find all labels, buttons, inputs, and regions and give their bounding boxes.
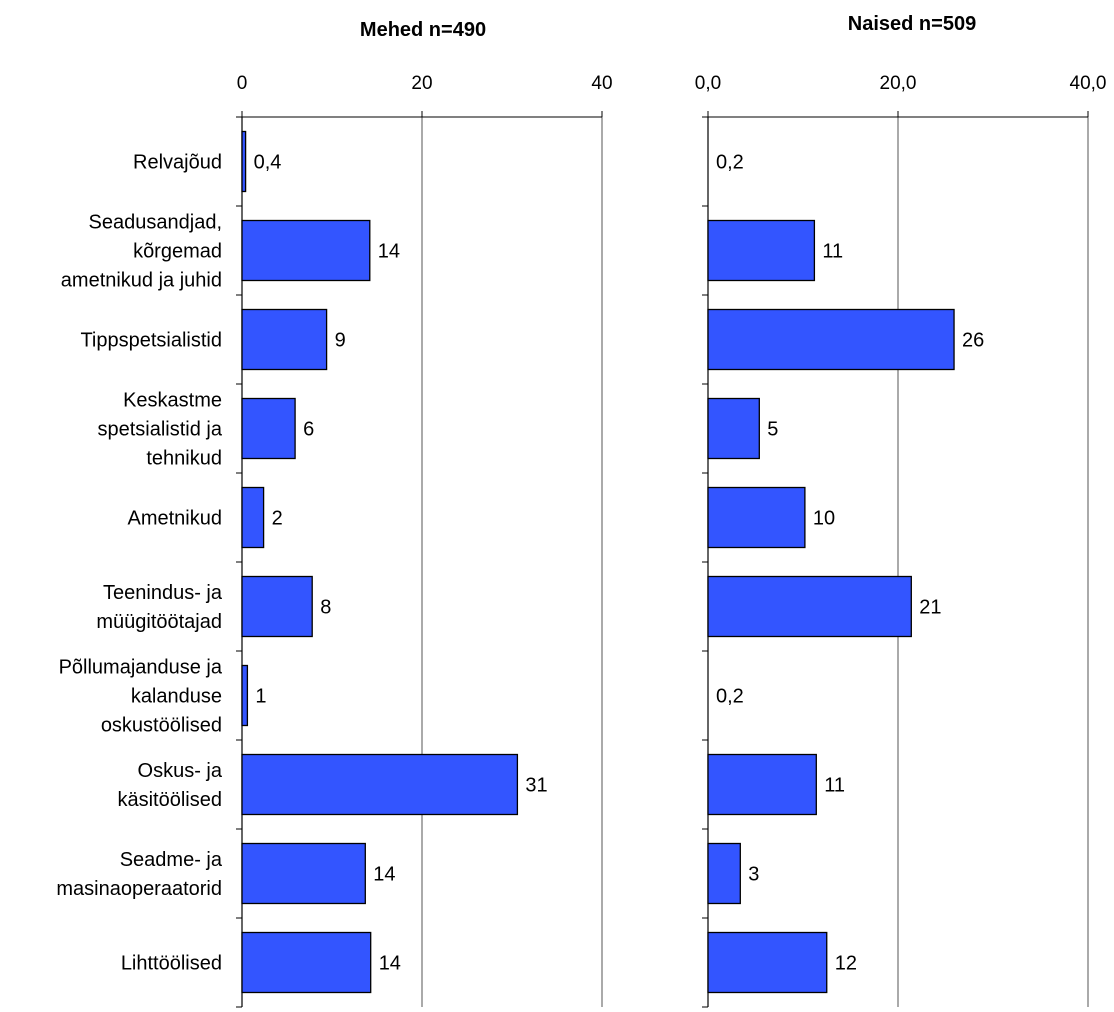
bar <box>707 575 912 638</box>
category-label: Oskus- ja käsitöölised <box>117 760 222 811</box>
category-label-line: kalanduse <box>131 686 222 708</box>
category-label: Tippspetsialistid <box>80 330 222 352</box>
bar <box>707 753 817 816</box>
category-label-line: oskustöölised <box>101 715 222 737</box>
bar <box>241 931 372 994</box>
bar <box>241 397 296 460</box>
category-label-line: Põllumajanduse ja <box>59 657 223 679</box>
category-label-line: Keskastme <box>123 390 222 412</box>
bar <box>707 486 806 549</box>
category-label-line: Oskus- ja <box>138 760 223 782</box>
bar <box>241 664 249 727</box>
category-label: Lihttöölised <box>121 953 222 975</box>
data-label: 2 <box>272 508 283 530</box>
data-label: 31 <box>525 775 547 797</box>
data-label: 3 <box>748 864 759 886</box>
category-label-line: Ametnikud <box>128 508 223 530</box>
bar <box>241 575 313 638</box>
category-label-line: käsitöölised <box>117 789 222 811</box>
category-label-line: spetsialistid ja <box>97 419 222 441</box>
data-label: 1 <box>255 686 266 708</box>
category-label-line: Seadusandjad, <box>89 212 222 234</box>
data-label: 6 <box>303 419 314 441</box>
data-label: 26 <box>962 330 984 352</box>
bar <box>241 753 519 816</box>
category-label-line: Tippspetsialistid <box>80 330 222 352</box>
chart-title: Naised n=509 <box>848 13 976 35</box>
data-label: 14 <box>379 953 401 975</box>
x-tick-label: 20,0 <box>880 73 917 94</box>
data-label: 5 <box>767 419 778 441</box>
bar <box>241 308 328 371</box>
category-label-line: Lihttöölised <box>121 953 222 975</box>
bar <box>707 219 816 282</box>
data-label: 0,2 <box>716 152 744 174</box>
bar <box>241 130 247 193</box>
x-tick-label: 20 <box>411 73 432 94</box>
bar <box>707 308 955 371</box>
data-label: 0,4 <box>254 152 282 174</box>
category-label: Seadusandjad, kõrgemad ametnikud ja juhid <box>61 212 222 292</box>
category-label-line: Seadme- ja <box>120 849 223 871</box>
bar <box>707 931 828 994</box>
chart-panel-naised: Naised n=509 0,0 20,0 40,0 0,2 11 26 5 10 21 0,2 11… <box>695 13 1107 1008</box>
category-label-line: ametnikud ja juhid <box>61 270 222 292</box>
bar <box>707 842 741 905</box>
category-label-line: Relvajõud <box>133 152 222 174</box>
bar <box>241 486 265 549</box>
x-tick-label: 40 <box>591 73 612 94</box>
category-label-line: müügitöötajad <box>96 611 222 633</box>
category-label: Relvajõud <box>133 152 222 174</box>
data-label: 21 <box>919 597 941 619</box>
category-label-line: masinaoperaatorid <box>56 878 222 900</box>
x-tick-label: 40,0 <box>1070 73 1107 94</box>
bar <box>241 842 366 905</box>
bar <box>241 219 371 282</box>
chart-title: Mehed n=490 <box>360 19 486 41</box>
chart-panel-mehed: Mehed n=490 0 20 40 0,4 Relvajõud 14 Seadusandj… <box>56 19 613 1008</box>
category-label: Põllumajanduse ja kalanduse oskustöölised <box>59 657 223 737</box>
data-label: 14 <box>378 241 400 263</box>
data-label: 14 <box>373 864 395 886</box>
category-label: Seadme- ja masinaoperaatorid <box>56 849 223 900</box>
category-label: Keskastme spetsialistid ja tehnikud <box>97 390 222 470</box>
category-label-line: kõrgemad <box>133 241 222 263</box>
data-label: 11 <box>822 241 843 263</box>
category-label: Ametnikud <box>128 508 223 530</box>
category-label-line: tehnikud <box>146 448 222 470</box>
data-label: 10 <box>813 508 835 530</box>
data-label: 9 <box>335 330 346 352</box>
data-label: 11 <box>824 775 845 797</box>
data-label: 8 <box>320 597 331 619</box>
category-label: Teenindus- ja müügitöötajad <box>96 582 223 633</box>
x-tick-label: 0 <box>237 73 248 94</box>
data-label: 0,2 <box>716 686 744 708</box>
category-label-line: Teenindus- ja <box>103 582 223 604</box>
data-label: 12 <box>835 953 857 975</box>
x-tick-label: 0,0 <box>695 73 721 94</box>
bar <box>707 397 760 460</box>
